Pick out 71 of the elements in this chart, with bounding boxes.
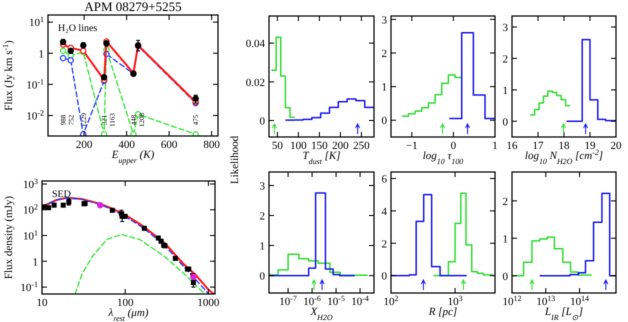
x-tick-label: 10$^{3}$: [448, 294, 463, 308]
x-tick-label: 600: [160, 139, 178, 151]
y-tick-label: 2: [260, 210, 265, 223]
x-tick-label: 400: [118, 139, 136, 151]
x-axis-title: T$_{dust}$ [K]: [302, 150, 340, 166]
x-tick-label: 10$^{-5}$: [327, 294, 345, 308]
y-tick-label: 0.02: [246, 76, 265, 89]
y-tick-label: 2: [502, 196, 508, 208]
y-tick-label: 10$^{-1}$: [26, 76, 44, 92]
x-tick-label: 100: [116, 297, 134, 309]
y-tick-label: 10$^{-2}$: [26, 108, 44, 123]
y-tick-label: 1: [502, 84, 508, 97]
y-tick-label: 0: [260, 270, 266, 283]
x-tick-label: 200: [76, 139, 93, 151]
x-axis-title: log$_{10}$ τ$_{100}$: [422, 150, 464, 166]
y-tick-label: 2: [382, 238, 387, 250]
y-tick-label: 0.04: [246, 38, 266, 50]
y-tick-label: 0: [260, 116, 266, 128]
y-tick-label: 1: [32, 256, 38, 268]
x-tick-label: 17: [532, 140, 544, 152]
x-tick-label: 10: [36, 297, 48, 309]
x-tick-label: 20: [610, 140, 622, 152]
y-tick-label: 0: [502, 270, 508, 283]
y-axis-title: Flux density (mJy): [3, 196, 15, 280]
x-tick-label: 10$^{-4}$: [351, 294, 369, 308]
x-tick-label: 1: [492, 140, 498, 152]
y-tick-label: 1: [382, 82, 387, 94]
x-tick-label: 16: [506, 140, 518, 152]
x-tick-label: 10$^{13}$: [536, 294, 556, 308]
x-tick-label: 150: [311, 140, 328, 152]
x-axis-title: E$_{upper}$ (K): [110, 149, 155, 164]
y-tick-label: 0: [382, 270, 388, 283]
y-tick-label: 1: [38, 48, 44, 60]
y-tick-label: 1: [502, 233, 508, 246]
x-axis-title: λ$_{rest}$ (μm): [108, 307, 149, 322]
x-tick-label: 10$^{-7}$: [279, 294, 297, 308]
y-tick-label: 10$^{1}$: [29, 14, 44, 30]
x-tick-label: 10$^{14}$: [570, 294, 590, 308]
x-tick-label: 19: [584, 140, 596, 152]
x-axis-title: X$_{H2O}$: [309, 306, 333, 322]
chart-title: APM 08279+5255: [84, 0, 182, 14]
annotation: H₂O lines: [58, 23, 98, 34]
x-tick-label: 200: [332, 140, 350, 152]
x-tick-label: 800: [203, 139, 220, 151]
y-tick-label: 10$^{1}$: [23, 228, 38, 243]
x-tick-label: 18: [558, 140, 570, 152]
x-axis-title: L$_{IR}$ [L$_{⊙}$]: [544, 306, 584, 322]
x-axis-title: R [pc]: [428, 306, 458, 318]
x-tick-label: −1: [406, 140, 418, 152]
y-tick-label: 1: [260, 240, 265, 253]
x-tick-label: 0: [450, 140, 457, 152]
y-axis-title: Likelihood: [229, 135, 241, 184]
y-tick-label: 0: [382, 115, 388, 128]
x-tick-label: 100: [290, 140, 308, 152]
y-tick-label: 10$^{3}$: [23, 176, 38, 191]
y-tick-label: 2: [502, 53, 508, 66]
y-tick-label: 10$^{2}$: [23, 202, 38, 217]
x-tick-label: 50: [272, 140, 284, 152]
y-tick-label: 4: [382, 206, 388, 218]
x-tick-label: 10$^{-6}$: [303, 294, 321, 308]
y-tick-label: 3: [260, 180, 266, 193]
y-tick-label: 2: [382, 48, 387, 60]
y-tick-label: 3: [382, 14, 388, 26]
y-tick-label: 6: [382, 173, 388, 186]
x-tick-label: 10$^{12}$: [502, 294, 522, 308]
y-tick-label: 0: [502, 116, 508, 128]
x-tick-label: 1000: [197, 297, 220, 309]
annotation: SED: [52, 189, 71, 200]
y-tick-label: 3: [502, 22, 508, 34]
x-tick-label: 250: [353, 140, 370, 152]
y-tick-label: 10$^{-1}$: [20, 280, 38, 294]
